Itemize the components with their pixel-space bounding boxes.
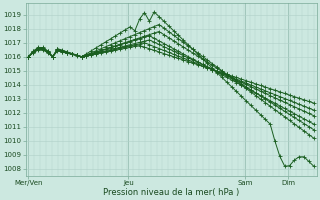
X-axis label: Pression niveau de la mer( hPa ): Pression niveau de la mer( hPa ) (103, 188, 239, 197)
